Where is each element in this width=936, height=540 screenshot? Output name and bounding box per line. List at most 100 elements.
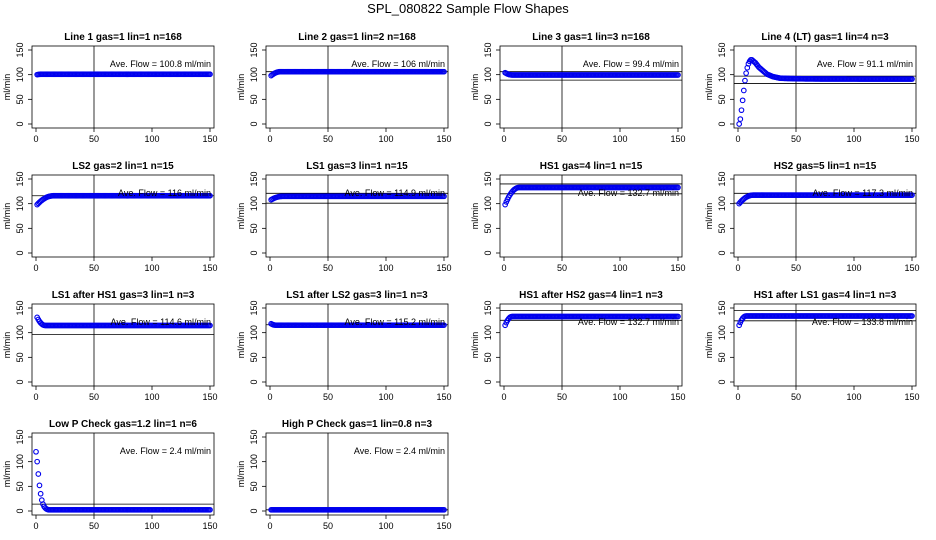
x-tick-label: 50 xyxy=(89,521,99,531)
y-axis-label: ml/min xyxy=(2,332,12,359)
plot-frame xyxy=(31,45,215,129)
y-tick-label: 0 xyxy=(15,121,25,126)
x-tick-label: 0 xyxy=(735,134,740,144)
data-point xyxy=(740,87,747,94)
y-tick-label: 0 xyxy=(717,379,727,384)
y-axis-label: ml/min xyxy=(470,332,480,359)
x-tick-label: 0 xyxy=(267,521,272,531)
y-tick-label: 0 xyxy=(249,121,259,126)
x-tick-label: 50 xyxy=(557,392,567,402)
y-axis-label: ml/min xyxy=(704,74,714,101)
panel-title: High P Check gas=1 lin=0.8 n=3 xyxy=(282,419,433,430)
x-tick-label: 100 xyxy=(612,134,627,144)
y-tick-label: 150 xyxy=(15,171,25,186)
data-point xyxy=(736,322,743,329)
data-points xyxy=(502,184,681,208)
x-tick-label: 100 xyxy=(846,134,861,144)
chart-panel-9: LS1 after HS1 gas=3 lin=1 n=3 0 50 100 150 0 5… xyxy=(2,290,218,402)
y-tick-label: 100 xyxy=(249,454,259,469)
y-tick-label: 150 xyxy=(483,42,493,57)
x-tick-label: 0 xyxy=(735,392,740,402)
x-tick-label: 100 xyxy=(378,263,393,273)
x-tick-label: 50 xyxy=(323,134,333,144)
data-point xyxy=(207,71,213,78)
x-tick-label: 100 xyxy=(144,521,159,531)
y-tick-label: 150 xyxy=(249,171,259,186)
ave-flow-annotation: Ave. Flow = 132.7 ml/min xyxy=(578,188,679,198)
data-points xyxy=(34,192,213,208)
y-tick-label: 0 xyxy=(15,379,25,384)
x-tick-label: 100 xyxy=(378,392,393,402)
x-tick-label: 0 xyxy=(33,392,38,402)
y-tick-label: 50 xyxy=(249,481,259,491)
chart-panel-2: Line 2 gas=1 lin=2 n=168 0 50 100 150 0 50 100 1… xyxy=(236,32,452,144)
x-tick-label: 100 xyxy=(144,263,159,273)
panel-title: Line 1 gas=1 lin=1 n=168 xyxy=(64,32,182,43)
panel-title: Low P Check gas=1.2 lin=1 n=6 xyxy=(49,419,197,430)
panel-title: LS1 gas=3 lin=1 n=15 xyxy=(306,161,408,172)
y-tick-label: 50 xyxy=(15,481,25,491)
x-tick-label: 150 xyxy=(670,392,685,402)
ave-flow-annotation: Ave. Flow = 2.4 ml/min xyxy=(354,446,445,456)
data-point xyxy=(909,313,915,319)
panel-title: HS1 after HS2 gas=4 lin=1 n=3 xyxy=(519,290,663,301)
y-tick-label: 50 xyxy=(249,352,259,362)
chart-panel-5: LS2 gas=2 lin=1 n=15 0 50 100 150 0 50 100 150 ml… xyxy=(2,161,218,273)
ave-flow-annotation: Ave. Flow = 132.7 ml/min xyxy=(578,317,679,327)
figure-title: SPL_080822 Sample Flow Shapes xyxy=(367,1,569,16)
data-point xyxy=(909,76,915,82)
data-points xyxy=(268,193,447,203)
data-points xyxy=(502,69,681,78)
x-tick-label: 0 xyxy=(501,392,506,402)
data-point xyxy=(675,313,681,320)
y-tick-label: 150 xyxy=(483,300,493,315)
x-tick-label: 50 xyxy=(323,392,333,402)
x-tick-label: 150 xyxy=(670,134,685,144)
data-points xyxy=(268,506,447,513)
x-tick-label: 0 xyxy=(501,134,506,144)
data-point xyxy=(441,322,447,329)
y-tick-label: 50 xyxy=(483,352,493,362)
x-tick-label: 100 xyxy=(846,392,861,402)
x-tick-label: 0 xyxy=(267,392,272,402)
chart-panel-12: HS1 after LS1 gas=4 lin=1 n=3 0 50 100 150 0 5… xyxy=(704,290,920,402)
data-point xyxy=(742,77,748,84)
chart-panel-4: Line 4 (LT) gas=1 lin=4 n=3 0 50 100 150 0 50 1… xyxy=(704,32,920,144)
x-tick-label: 150 xyxy=(670,263,685,273)
plot-frame xyxy=(265,174,449,258)
x-tick-label: 0 xyxy=(735,263,740,273)
chart-panel-11: HS1 after HS2 gas=4 lin=1 n=3 0 50 100 150 0 5… xyxy=(470,290,686,402)
panel-title: HS2 gas=5 lin=1 n=15 xyxy=(774,161,877,172)
y-tick-label: 150 xyxy=(249,429,259,444)
y-tick-label: 150 xyxy=(249,42,259,57)
x-tick-label: 50 xyxy=(791,263,801,273)
x-tick-label: 150 xyxy=(202,263,217,273)
plot-frame xyxy=(31,174,215,258)
y-tick-label: 100 xyxy=(249,196,259,211)
x-tick-label: 150 xyxy=(904,134,919,144)
y-axis-label: ml/min xyxy=(704,332,714,359)
ave-flow-annotation: Ave. Flow = 115.2 ml/min xyxy=(345,317,445,327)
data-point xyxy=(736,121,743,127)
x-tick-label: 150 xyxy=(202,392,217,402)
y-tick-label: 100 xyxy=(15,67,25,82)
chart-panel-1: Line 1 gas=1 lin=1 n=168 0 50 100 150 0 50 100 1… xyxy=(2,32,218,144)
data-points xyxy=(33,448,213,513)
x-tick-label: 0 xyxy=(33,134,38,144)
x-tick-label: 150 xyxy=(436,392,451,402)
plot-frame xyxy=(265,45,449,129)
y-tick-label: 150 xyxy=(483,171,493,186)
data-point xyxy=(36,482,43,489)
data-point xyxy=(502,201,509,208)
x-tick-label: 0 xyxy=(267,134,272,144)
y-tick-label: 50 xyxy=(483,94,493,104)
x-tick-label: 50 xyxy=(557,263,567,273)
data-points xyxy=(268,68,447,79)
chart-panel-13: Low P Check gas=1.2 lin=1 n=6 0 50 100 150 0 5… xyxy=(2,419,218,531)
panel-title: LS2 gas=2 lin=1 n=15 xyxy=(72,161,174,172)
y-tick-label: 0 xyxy=(249,379,259,384)
data-point xyxy=(738,107,745,114)
data-point xyxy=(441,68,447,75)
x-tick-label: 150 xyxy=(904,392,919,402)
